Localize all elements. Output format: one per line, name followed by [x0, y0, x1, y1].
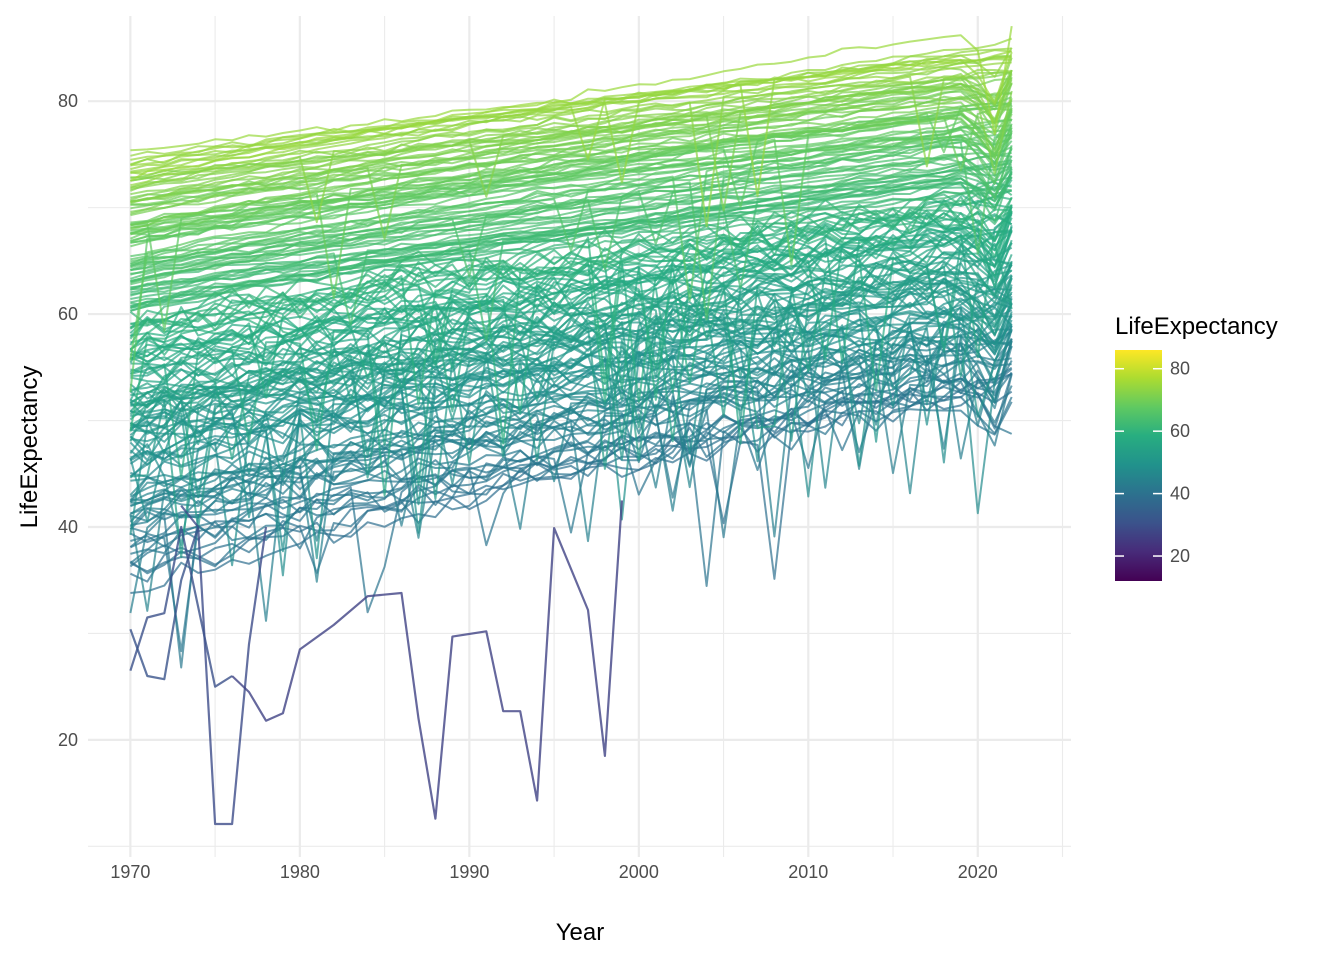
series-line	[130, 51, 1013, 167]
y-tick-label: 40	[58, 517, 78, 537]
series-line	[130, 140, 1013, 275]
series-line	[130, 72, 1013, 241]
series-line-dip	[231, 500, 623, 820]
series-line	[129, 176, 1013, 340]
series-line	[130, 135, 1013, 244]
series-line	[129, 322, 1013, 465]
series-line	[130, 144, 1013, 276]
series-line	[130, 126, 1013, 302]
x-tick-label: 1990	[449, 862, 489, 882]
series-line	[130, 165, 1012, 290]
x-axis-title: Year	[556, 919, 605, 946]
series-line	[130, 61, 1012, 157]
series-line	[130, 77, 1013, 191]
series-line	[130, 155, 1013, 326]
series-line	[130, 101, 1012, 235]
x-tick-label: 2020	[958, 862, 998, 882]
series-line	[130, 47, 1013, 176]
series-line	[129, 264, 1013, 413]
series-line	[130, 264, 1013, 500]
series-line	[130, 295, 1013, 462]
legend-tick-label: 60	[1170, 421, 1190, 441]
legend-tick-label: 80	[1170, 359, 1190, 379]
series-lines	[129, 25, 1013, 826]
series-line	[130, 105, 1013, 235]
series-line-dip	[129, 526, 200, 681]
series-line	[130, 160, 1012, 310]
series-line	[130, 133, 1012, 284]
y-tick-label: 60	[58, 304, 78, 324]
series-line	[130, 111, 1013, 236]
y-tick-label: 80	[58, 91, 78, 111]
series-line	[129, 230, 1013, 350]
series-line	[130, 176, 1012, 300]
legend-tick-label: 40	[1170, 484, 1190, 504]
y-axis-title: LifeExpectancy	[16, 366, 43, 529]
legend-colorbar	[1115, 350, 1162, 581]
series-line	[130, 69, 1013, 203]
series-line	[130, 50, 1012, 161]
series-line	[130, 134, 1012, 268]
x-tick-label: 1970	[110, 862, 150, 882]
series-line	[129, 306, 1013, 481]
color-legend: LifeExpectancy 20 40 60 80	[1115, 313, 1278, 581]
legend-title: LifeExpectancy	[1115, 313, 1278, 340]
y-tick-label: 20	[58, 730, 78, 750]
series-line	[129, 25, 1013, 182]
series-line	[130, 92, 1012, 203]
x-tick-label: 2000	[619, 862, 659, 882]
series-line	[130, 340, 1013, 502]
series-line	[130, 147, 1013, 267]
legend-tick-label: 20	[1170, 546, 1190, 566]
series-line	[130, 204, 1013, 403]
series-line	[129, 242, 1013, 446]
series-line	[130, 107, 1013, 206]
series-line	[130, 154, 1012, 283]
series-line	[129, 297, 1013, 436]
series-line	[129, 315, 1013, 498]
series-line	[130, 163, 1012, 282]
series-line	[129, 303, 1013, 577]
series-line	[130, 159, 1012, 313]
series-line	[130, 148, 1013, 278]
series-line	[129, 189, 1013, 330]
series-line-dip	[129, 525, 233, 688]
series-line	[130, 236, 1012, 443]
series-line	[130, 360, 1013, 548]
series-line-dip	[180, 505, 268, 826]
x-tick-label: 1980	[280, 862, 320, 882]
series-line	[130, 54, 1012, 228]
series-line	[129, 293, 1013, 430]
series-line	[130, 71, 1012, 182]
x-tick-label: 2010	[788, 862, 828, 882]
series-line	[130, 57, 1013, 204]
series-line	[130, 167, 1013, 297]
